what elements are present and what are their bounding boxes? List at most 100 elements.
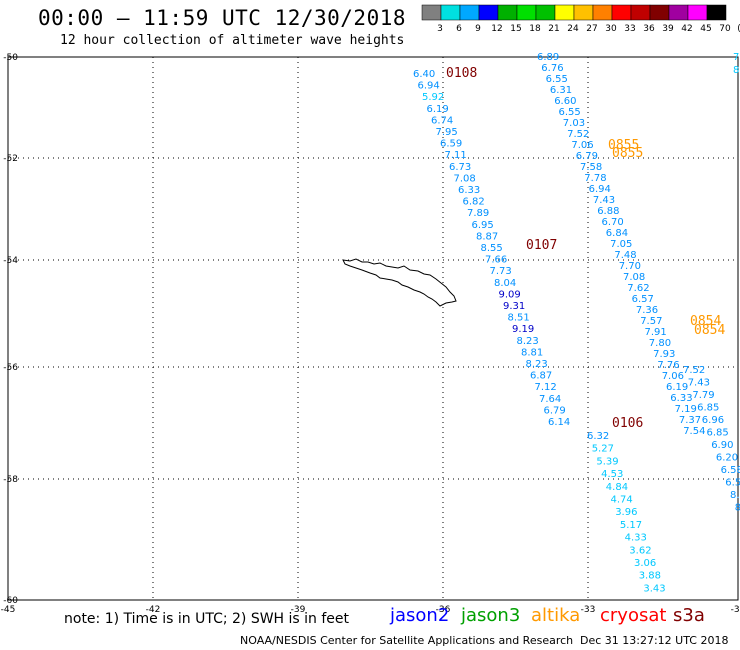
swh-value: 6.53 [725,478,740,489]
swh-value: 6.96 [702,415,724,426]
satellite-jason3: jason3 [461,605,521,626]
legend-swatch [516,4,537,21]
swh-value: 4.33 [625,533,647,544]
satellite-cryosat: cryosat [600,605,667,626]
swh-value: 7.76 [657,360,679,371]
swh-value: 7.57 [640,316,662,327]
map-frame [7,56,739,601]
legend-label: 27 [586,24,597,34]
legend-label: (ft) [737,24,740,34]
swh-value: 8.87 [476,231,498,242]
lon-tick-label: -39 [291,605,306,615]
swh-value: 6.82 [463,197,485,208]
swh-value: 7.91 [645,327,667,338]
legend-swatch [706,4,727,21]
legend-label: 18 [529,24,541,34]
swh-value: 7.08 [454,173,476,184]
legend-swatch [478,4,499,21]
lon-tick-label: -33 [581,605,596,615]
page-title: 00:00 – 11:59 UTC 12/30/2018 [38,6,407,30]
legend-label: 12 [491,24,502,34]
swh-value: 6.87 [530,371,552,382]
swh-value: 3.43 [643,583,665,594]
legend-label: 15 [510,24,521,34]
swh-value: 7.79 [692,390,714,401]
swh-value: 6.55 [546,74,568,85]
legend-swatch [649,4,670,21]
swh-value: 6.94 [589,184,611,195]
lon-tick-label: -45 [1,605,16,615]
swh-value: 6.79 [544,405,566,416]
swh-value: 7.95 [436,127,458,138]
swh-value: 6.14 [548,417,570,428]
swh-value-edge: 8 [733,65,739,76]
footer-timestamp: Dec 31 13:27:12 UTC 2018 [580,634,729,647]
lat-tick-label: -52 [3,154,18,164]
swh-value: 6.73 [449,162,471,173]
swh-value: 5.39 [596,456,618,467]
swh-value: 6.84 [606,228,628,239]
swh-value: 6.19 [666,382,688,393]
satellite-jason2: jason2 [390,605,450,626]
legend-label: 9 [475,24,481,34]
swh-value: 6.95 [472,220,494,231]
swh-value: 8.23 [526,359,548,370]
swh-value: 6.70 [602,217,624,228]
lat-tick-label: -54 [3,256,18,266]
legend-label: 33 [624,24,635,34]
pass-time-label: 0108 [446,66,477,81]
swh-value: 3.62 [629,545,651,556]
swh-value: 6.59 [440,139,462,150]
swh-value: 7.19 [675,404,697,415]
swh-value: 6.40 [413,69,435,80]
swh-value: 7.73 [490,266,512,277]
lat-tick-label: -58 [3,475,18,485]
swh-value: 4.84 [606,482,628,493]
swh-value: 8.01 [730,490,740,501]
swh-value: 6.74 [431,115,453,126]
legend-label: 6 [456,24,462,34]
legend-swatch [668,4,689,21]
swh-value: 6.85 [697,403,719,414]
swh-value: 4.53 [601,469,623,480]
swh-value-edge: 7 [733,52,739,63]
swh-value: 7.08 [623,272,645,283]
swh-value: 7.37 [679,415,701,426]
swh-value: 6.90 [711,440,733,451]
swh-value: 6.33 [458,185,480,196]
lon-tick-label: -30 [731,605,740,615]
swh-value: 9.31 [503,301,525,312]
axis-labels: -50 -52 -54 -56 -58 -60-45 -42 -39 -36 -33 -30 [1,53,740,615]
swh-value: 6.88 [597,206,619,217]
legend-label: 3 [437,24,443,34]
swh-value: 6.55 [559,107,581,118]
swh-value: 7.66 [485,255,507,266]
legend-label: 45 [700,24,711,34]
legend-swatch [440,4,461,21]
swh-value: 8.04 [494,278,516,289]
swh-value: 6.79 [576,151,598,162]
pass-time-label: 0854 [694,323,725,338]
pass-time-label: 0106 [612,416,643,431]
swh-value: 7.03 [563,118,585,129]
swh-value: 7.78 [584,173,606,184]
swh-value: 8.55 [481,243,503,254]
swh-value: 7.43 [688,378,710,389]
swh-value: 7.12 [535,382,557,393]
legend-swatch [535,4,556,21]
swh-value: 7.36 [636,305,658,316]
legend-swatch [459,4,480,21]
swh-value: 7.43 [593,195,615,206]
legend-swatch [554,4,575,21]
note-text: note: 1) Time is in UTC; 2) SWH is in fe… [64,611,350,627]
page-subtitle: 12 hour collection of altimeter wave hei… [60,33,405,48]
swh-value: 7.70 [619,261,641,272]
swh-value: 6.60 [554,96,576,107]
swh-value: 7.62 [627,283,649,294]
swh-value: 6.89 [537,52,559,63]
swh-value: 9.19 [512,324,534,335]
legend-swatch [611,4,632,21]
pass-time-label: 0107 [526,238,557,253]
legend-label: 24 [567,24,579,34]
legend-swatch [421,4,442,21]
